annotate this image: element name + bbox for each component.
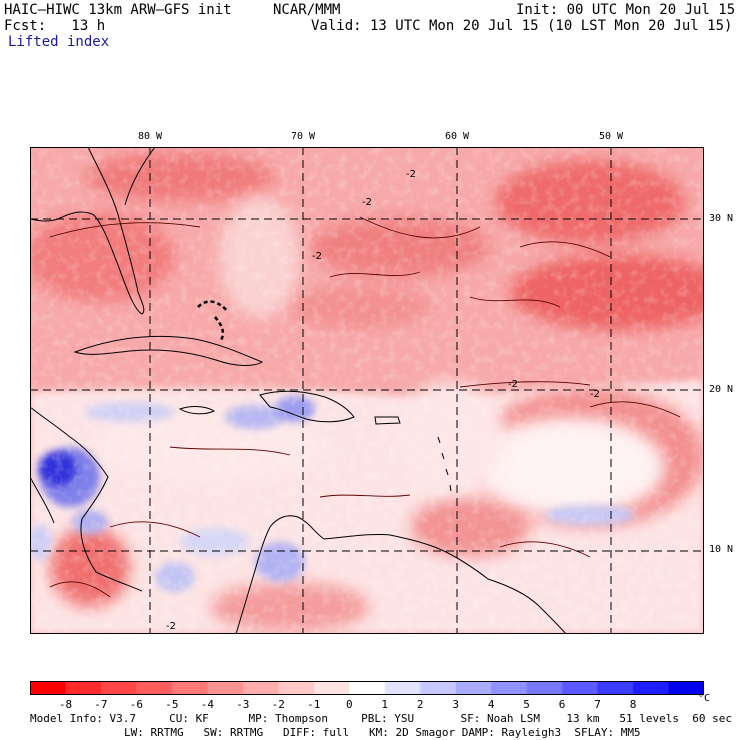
colorbar-swatch — [597, 681, 634, 695]
colorbar-tick-label: 3 — [452, 698, 459, 711]
colorbar-tick-label: 0 — [345, 698, 353, 711]
lat-label-30n: 30 N — [709, 213, 734, 224]
colorbar-swatch — [384, 681, 421, 695]
colorbar-tick-label: -1 — [307, 698, 321, 711]
contour-label: -2 — [166, 621, 176, 632]
colorbar-tick-label: 5 — [523, 698, 530, 711]
lon-label-60w: 60 W — [444, 131, 470, 142]
colorbar-tick-label: 8 — [629, 698, 637, 711]
colorbar-swatch — [207, 681, 244, 695]
land-outlines — [30, 147, 567, 634]
colorbar-tick-label: -7 — [94, 698, 108, 711]
valid-time: Valid: 13 UTC Mon 20 Jul 15 (10 LST Mon … — [311, 18, 733, 34]
map-frame — [30, 147, 704, 634]
colorbar-swatch — [491, 681, 528, 695]
bahamas-islands — [197, 300, 229, 343]
colorbar-swatch — [65, 681, 102, 695]
colorbar-swatch — [562, 681, 599, 695]
init-time: Init: 00 UTC Mon 20 Jul 15 — [516, 2, 736, 18]
model-title: HAIC–HIWC 13km ARW–GFS init — [4, 2, 232, 18]
lat-label-20n: 20 N — [709, 384, 734, 395]
colorbar-swatch — [349, 681, 386, 695]
lat-lon-grid — [30, 147, 704, 634]
contour-label: -2 — [312, 251, 322, 262]
contour-label: -2 — [508, 379, 518, 390]
contour-label: -2 — [406, 169, 416, 180]
lon-label-70w: 70 W — [290, 131, 316, 142]
colorbar-swatch — [171, 681, 208, 695]
colorbar-swatch — [668, 681, 704, 695]
lon-label-80w: 80 W — [137, 131, 163, 142]
colorbar-swatch — [420, 681, 457, 695]
colorbar-tick-label: 6 — [558, 698, 566, 711]
organization-label: NCAR/MMM — [273, 2, 341, 18]
colorbar-swatch — [526, 681, 563, 695]
colorbar-tick-label: 7 — [594, 698, 601, 711]
lon-label-50w: 50 W — [598, 131, 624, 142]
colorbar-unit: °C — [698, 693, 711, 704]
lat-label-10n: 10 N — [709, 544, 734, 555]
colorbar-swatch — [278, 681, 315, 695]
colorbar-tick-label: -5 — [165, 698, 179, 711]
colorbar-swatch — [455, 681, 492, 695]
colorbar-swatch — [633, 681, 670, 695]
colorbar-swatch — [242, 681, 279, 695]
colorbar-tick-label: -8 — [58, 698, 73, 711]
forecast-hour: Fcst: 13 h — [4, 18, 106, 34]
colorbar-swatch — [313, 681, 350, 695]
contour-labels: -2 -2 -2 -2 -2 -2 — [166, 169, 600, 632]
colorbar-tick-label: 1 — [381, 698, 388, 711]
colorbar-swatch — [100, 681, 137, 695]
colorbar-tick-label: -2 — [271, 698, 285, 711]
model-info-line1: Model Info: V3.7 CU: KF MP: Thompson PBL… — [30, 712, 732, 725]
colorbar-swatch — [136, 681, 173, 695]
colorbar-swatch — [30, 681, 66, 695]
colorbar-tick-label: 4 — [487, 698, 495, 711]
lifted-index-map: -2 -2 -2 -2 -2 -2 — [30, 147, 704, 634]
colorbar-tick-label: 2 — [416, 698, 424, 711]
colorbar-tick-label: -6 — [129, 698, 144, 711]
contour-label: -2 — [362, 197, 372, 208]
contour-lines — [49, 216, 681, 598]
field-name: Lifted index — [8, 34, 110, 50]
colorbar — [30, 681, 704, 695]
model-info-line2: LW: RRTMG SW: RRTMG DIFF: full KM: 2D Sm… — [124, 726, 641, 739]
colorbar-tick-label: -3 — [236, 698, 250, 711]
contour-label: -2 — [590, 389, 600, 400]
colorbar-tick-label: -4 — [200, 698, 215, 711]
